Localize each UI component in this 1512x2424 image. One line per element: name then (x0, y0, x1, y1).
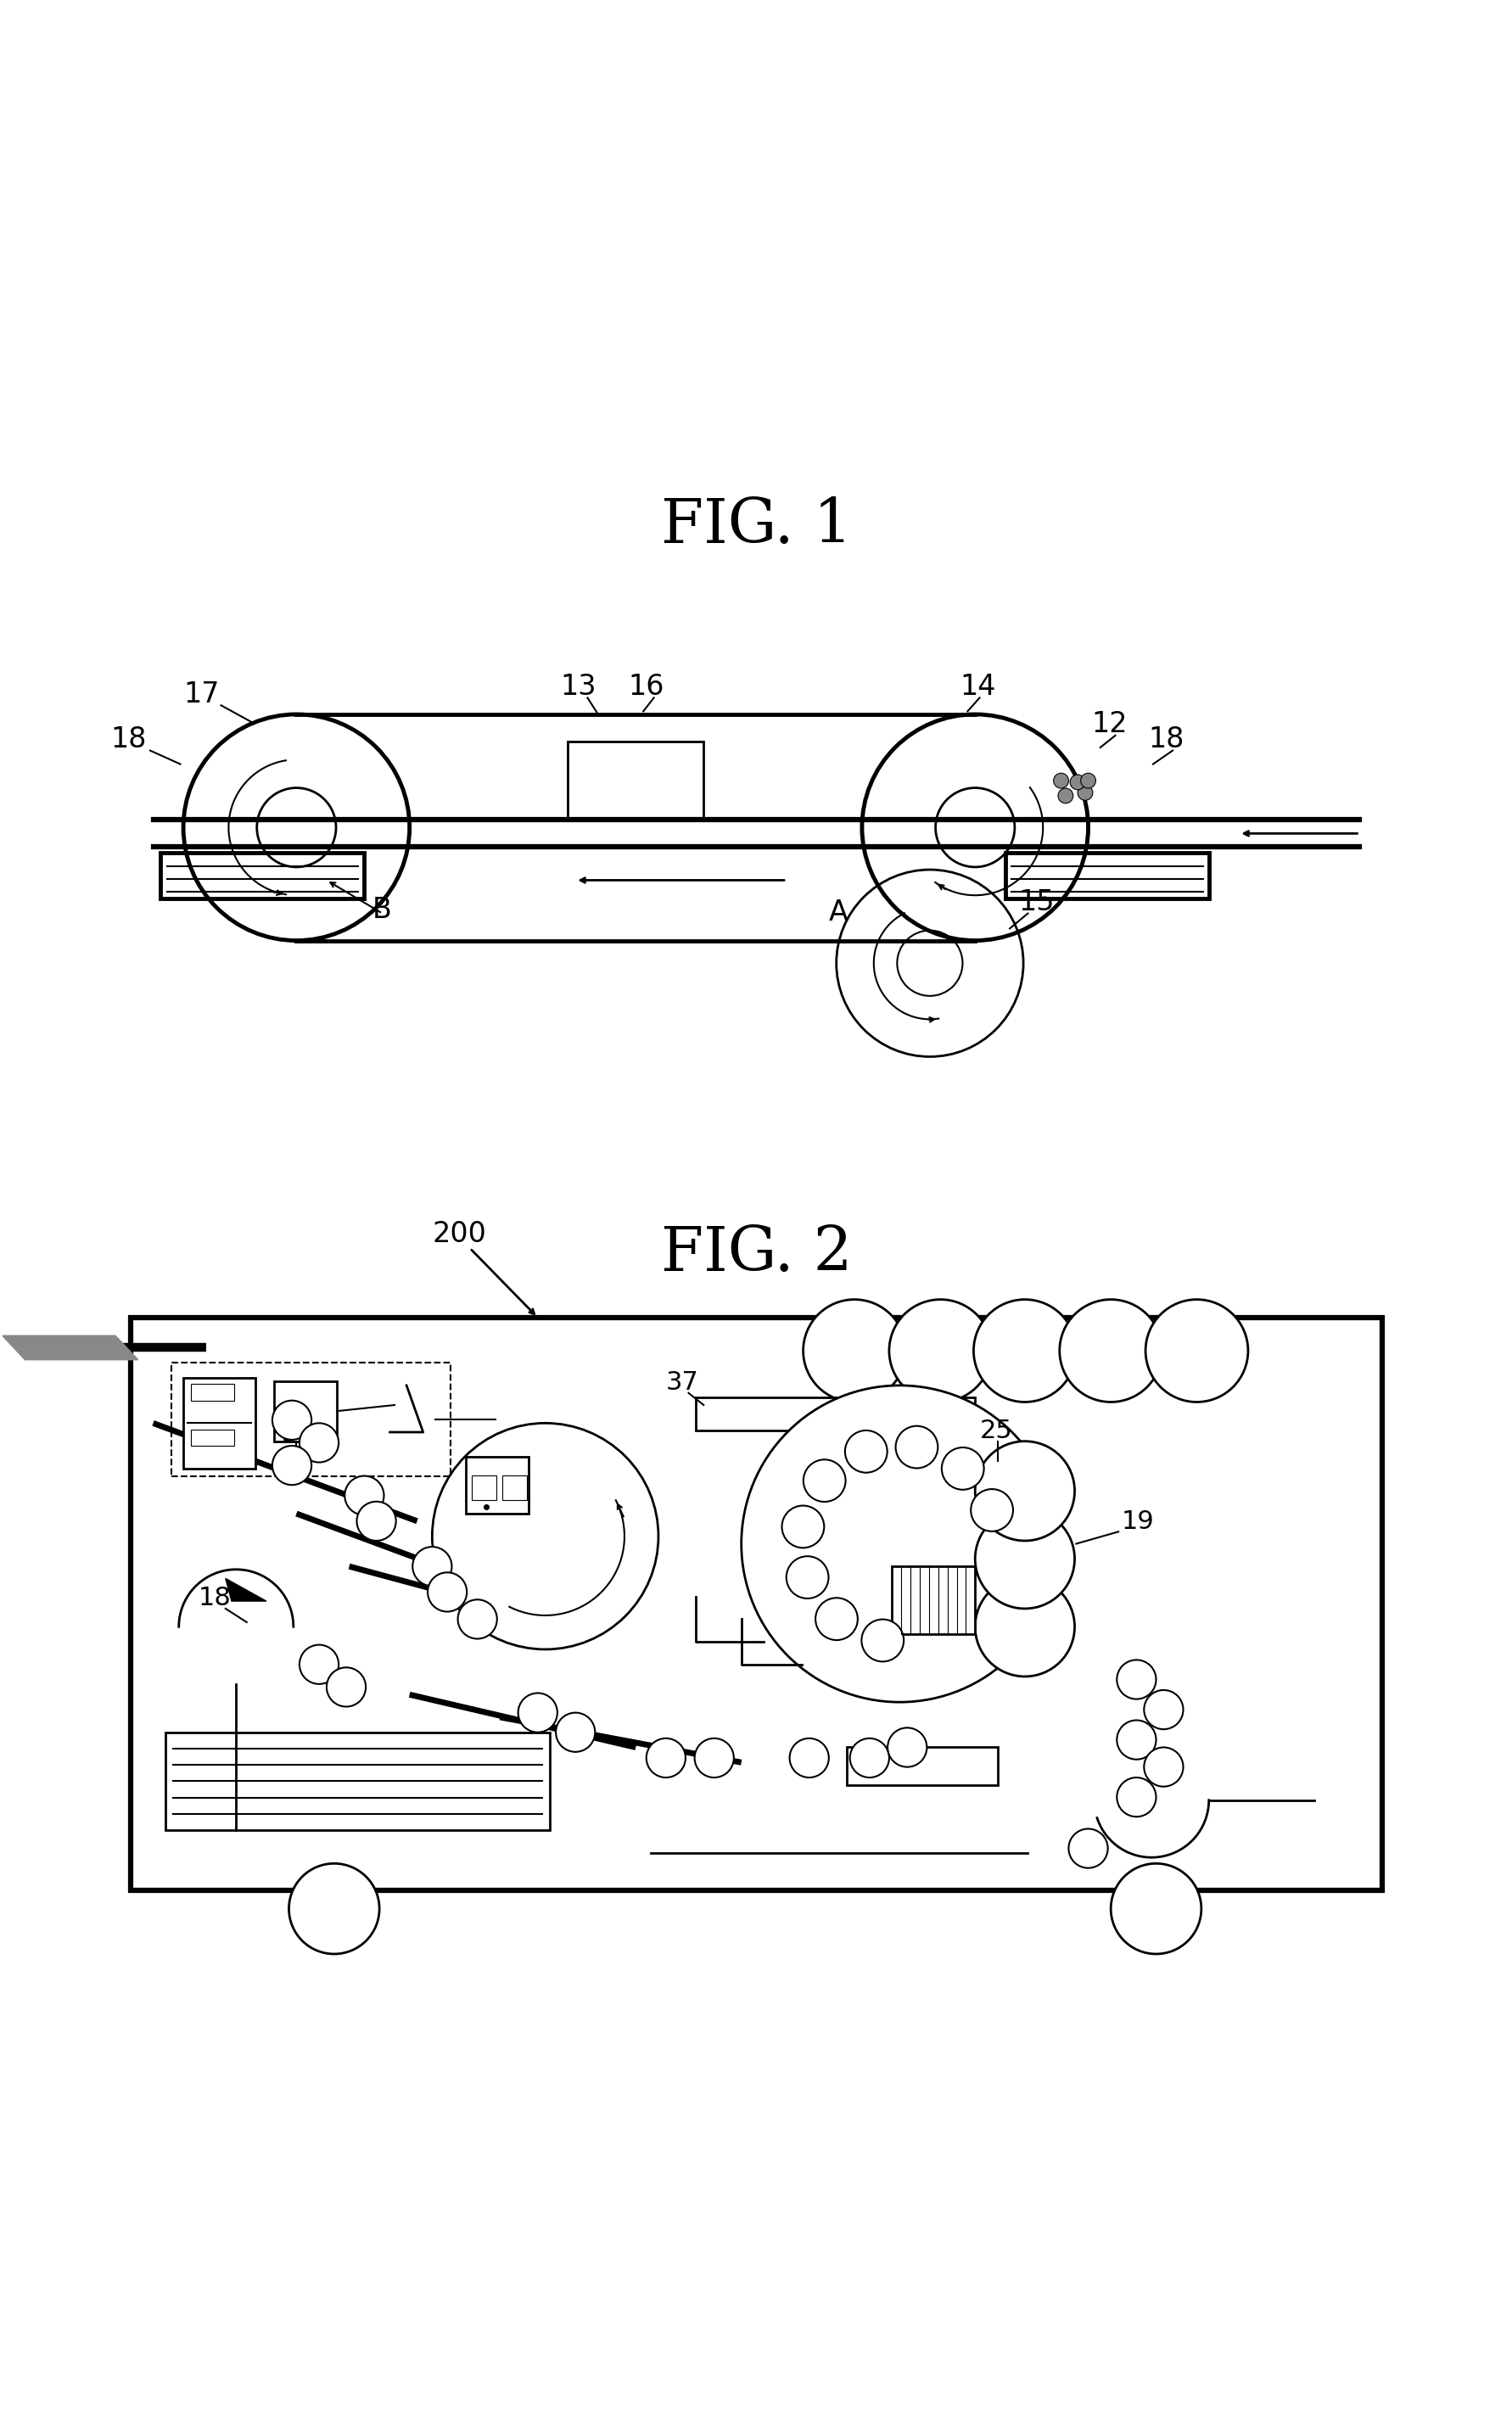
Bar (892, 1566, 975, 1634)
Bar (1004, 853, 1208, 899)
Circle shape (517, 1692, 556, 1733)
Text: 12: 12 (1090, 710, 1126, 739)
Circle shape (1080, 773, 1095, 788)
Circle shape (974, 1299, 1075, 1401)
Text: 13: 13 (559, 674, 596, 701)
Circle shape (789, 1738, 829, 1777)
Circle shape (975, 1578, 1074, 1677)
Circle shape (786, 1556, 829, 1597)
Text: 31: 31 (281, 1423, 314, 1447)
Circle shape (815, 1597, 857, 1641)
Circle shape (299, 1646, 339, 1685)
Bar (567, 742, 703, 819)
Text: B: B (372, 897, 392, 924)
Circle shape (327, 1668, 366, 1706)
Text: 17: 17 (183, 681, 219, 708)
Circle shape (1116, 1660, 1155, 1699)
Polygon shape (225, 1578, 266, 1602)
Circle shape (1077, 785, 1092, 800)
Bar (847, 1748, 998, 1784)
Circle shape (357, 1500, 396, 1542)
Circle shape (555, 1714, 594, 1753)
Bar (274, 1382, 337, 1442)
Circle shape (1067, 1828, 1107, 1869)
Bar (191, 1384, 234, 1401)
Bar (165, 1733, 549, 1830)
Circle shape (782, 1505, 824, 1549)
Circle shape (694, 1738, 733, 1777)
Circle shape (1110, 1864, 1201, 1954)
Circle shape (299, 1423, 339, 1462)
Text: 15: 15 (1018, 887, 1054, 916)
Circle shape (1145, 1299, 1247, 1401)
Bar (466, 1457, 528, 1513)
Bar (160, 853, 364, 899)
Text: 18: 18 (198, 1585, 231, 1610)
Circle shape (888, 1728, 927, 1767)
Text: FIG. 1: FIG. 1 (661, 494, 851, 555)
Text: 14: 14 (960, 674, 995, 701)
Circle shape (1052, 773, 1067, 788)
Text: 37: 37 (665, 1370, 699, 1396)
Circle shape (845, 1430, 886, 1474)
Bar (171, 1362, 451, 1476)
Circle shape (1116, 1777, 1155, 1816)
Circle shape (1143, 1690, 1182, 1728)
Text: 18: 18 (1148, 725, 1184, 754)
Text: 19: 19 (1120, 1510, 1154, 1534)
Text: FIG. 2: FIG. 2 (661, 1224, 851, 1285)
Polygon shape (3, 1336, 138, 1360)
Circle shape (1116, 1721, 1155, 1760)
Circle shape (975, 1442, 1074, 1542)
Text: 16: 16 (627, 674, 664, 701)
Circle shape (741, 1387, 1057, 1702)
Circle shape (803, 1459, 845, 1503)
Bar (472, 1476, 496, 1500)
Circle shape (458, 1600, 497, 1639)
Circle shape (1057, 788, 1072, 802)
Circle shape (1069, 776, 1084, 790)
Bar (183, 1377, 256, 1469)
Circle shape (289, 1864, 380, 1954)
Bar (502, 1476, 526, 1500)
Circle shape (971, 1488, 1013, 1532)
Circle shape (975, 1510, 1074, 1610)
Circle shape (272, 1445, 311, 1486)
Circle shape (889, 1299, 992, 1401)
Text: A: A (829, 899, 848, 926)
Circle shape (1058, 1299, 1161, 1401)
Circle shape (860, 1619, 903, 1660)
Text: 200: 200 (432, 1219, 485, 1248)
Circle shape (428, 1573, 467, 1612)
Circle shape (413, 1547, 452, 1585)
Circle shape (345, 1476, 384, 1515)
Circle shape (850, 1738, 889, 1777)
Circle shape (646, 1738, 685, 1777)
Circle shape (940, 1447, 983, 1491)
Bar (696, 1399, 975, 1430)
Circle shape (803, 1299, 906, 1401)
Circle shape (1143, 1748, 1182, 1786)
Circle shape (272, 1401, 311, 1440)
Circle shape (432, 1423, 658, 1648)
Text: 25: 25 (980, 1418, 1012, 1442)
Circle shape (895, 1425, 937, 1469)
Bar (130, 1319, 1382, 1891)
Text: 18: 18 (110, 725, 147, 754)
Bar (191, 1430, 234, 1445)
